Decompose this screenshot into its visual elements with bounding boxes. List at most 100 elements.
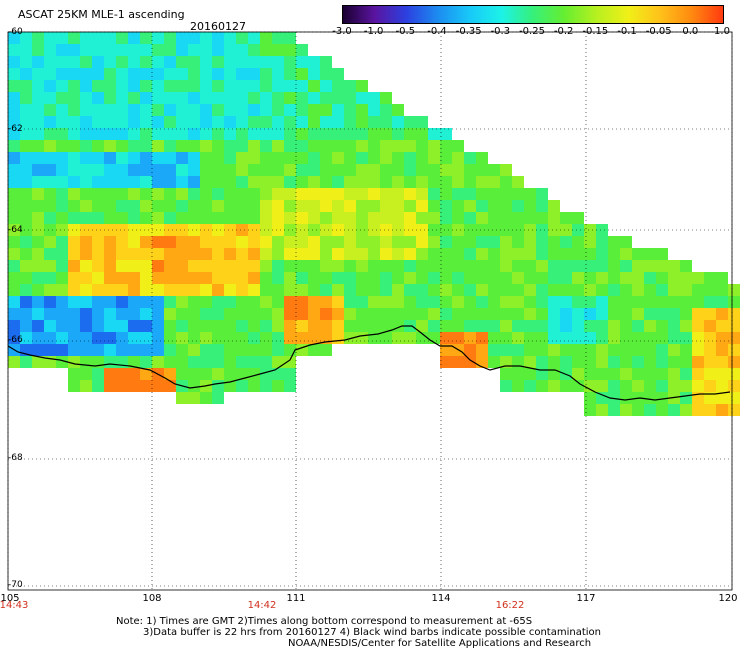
data-pixel — [608, 272, 620, 284]
data-pixel — [692, 368, 704, 380]
data-pixel — [320, 176, 332, 188]
data-pixel — [332, 140, 344, 152]
data-pixel — [200, 44, 212, 56]
data-pixel — [104, 368, 116, 380]
data-pixel — [116, 380, 128, 392]
data-pixel — [104, 188, 116, 200]
data-pixel — [248, 56, 260, 68]
data-pixel — [308, 152, 320, 164]
data-pixel — [140, 128, 152, 140]
data-pixel — [416, 212, 428, 224]
data-pixel — [212, 80, 224, 92]
data-pixel — [344, 248, 356, 260]
data-pixel — [512, 176, 524, 188]
data-pixel — [44, 284, 56, 296]
data-pixel — [272, 140, 284, 152]
data-pixel — [464, 212, 476, 224]
data-pixel — [284, 272, 296, 284]
data-pixel — [380, 128, 392, 140]
data-pixel — [488, 188, 500, 200]
time-label: 14:43 — [0, 600, 29, 611]
data-pixel — [164, 284, 176, 296]
lat-label: -66 — [8, 335, 23, 345]
data-pixel — [248, 164, 260, 176]
data-pixel — [32, 332, 44, 344]
data-pixel — [596, 368, 608, 380]
data-pixel — [728, 368, 740, 380]
data-pixel — [500, 236, 512, 248]
data-pixel — [224, 284, 236, 296]
data-pixel — [224, 152, 236, 164]
data-pixel — [308, 272, 320, 284]
data-pixel — [164, 128, 176, 140]
data-pixel — [572, 260, 584, 272]
data-pixel — [44, 344, 56, 356]
data-pixel — [680, 272, 692, 284]
lat-label: -68 — [8, 453, 23, 463]
data-pixel — [416, 176, 428, 188]
data-pixel — [200, 68, 212, 80]
data-pixel — [296, 56, 308, 68]
data-pixel — [404, 260, 416, 272]
data-pixel — [284, 164, 296, 176]
data-pixel — [728, 296, 740, 308]
data-pixel — [56, 188, 68, 200]
data-pixel — [200, 104, 212, 116]
data-pixel — [260, 320, 272, 332]
data-pixel — [176, 188, 188, 200]
data-pixel — [188, 116, 200, 128]
data-pixel — [272, 188, 284, 200]
data-pixel — [188, 56, 200, 68]
data-pixel — [728, 320, 740, 332]
data-pixel — [260, 344, 272, 356]
data-pixel — [140, 332, 152, 344]
data-pixel — [68, 176, 80, 188]
data-pixel — [116, 308, 128, 320]
data-pixel — [476, 332, 488, 344]
data-pixel — [596, 308, 608, 320]
data-pixel — [248, 320, 260, 332]
data-pixel — [140, 68, 152, 80]
data-pixel — [368, 224, 380, 236]
data-pixel — [608, 344, 620, 356]
data-pixel — [656, 356, 668, 368]
data-pixel — [176, 248, 188, 260]
data-pixel — [308, 188, 320, 200]
data-pixel — [632, 260, 644, 272]
data-pixel — [104, 164, 116, 176]
data-pixel — [512, 368, 524, 380]
data-pixel — [320, 224, 332, 236]
data-pixel — [344, 224, 356, 236]
data-pixel — [116, 332, 128, 344]
data-pixel — [188, 128, 200, 140]
data-pixel — [308, 92, 320, 104]
data-pixel — [164, 248, 176, 260]
data-pixel — [236, 356, 248, 368]
data-pixel — [404, 236, 416, 248]
data-pixel — [464, 200, 476, 212]
lon-label: 105 — [0, 593, 20, 604]
color-scale-tick: -0.2 — [553, 26, 574, 37]
data-pixel — [596, 224, 608, 236]
data-pixel — [188, 92, 200, 104]
data-pixel — [20, 56, 32, 68]
data-pixel — [728, 308, 740, 320]
data-pixel — [260, 332, 272, 344]
data-pixel — [56, 344, 68, 356]
data-pixel — [200, 296, 212, 308]
data-pixel — [140, 140, 152, 152]
data-pixel — [680, 320, 692, 332]
data-pixel — [260, 128, 272, 140]
data-pixel — [428, 140, 440, 152]
data-pixel — [392, 176, 404, 188]
data-pixel — [644, 356, 656, 368]
data-pixel — [644, 248, 656, 260]
data-pixel — [248, 272, 260, 284]
data-pixel — [164, 320, 176, 332]
data-pixel — [20, 260, 32, 272]
color-scale-tick: -0.15 — [582, 26, 609, 37]
data-pixel — [188, 32, 200, 44]
data-pixel — [728, 356, 740, 368]
data-pixel — [260, 176, 272, 188]
data-pixel — [284, 332, 296, 344]
